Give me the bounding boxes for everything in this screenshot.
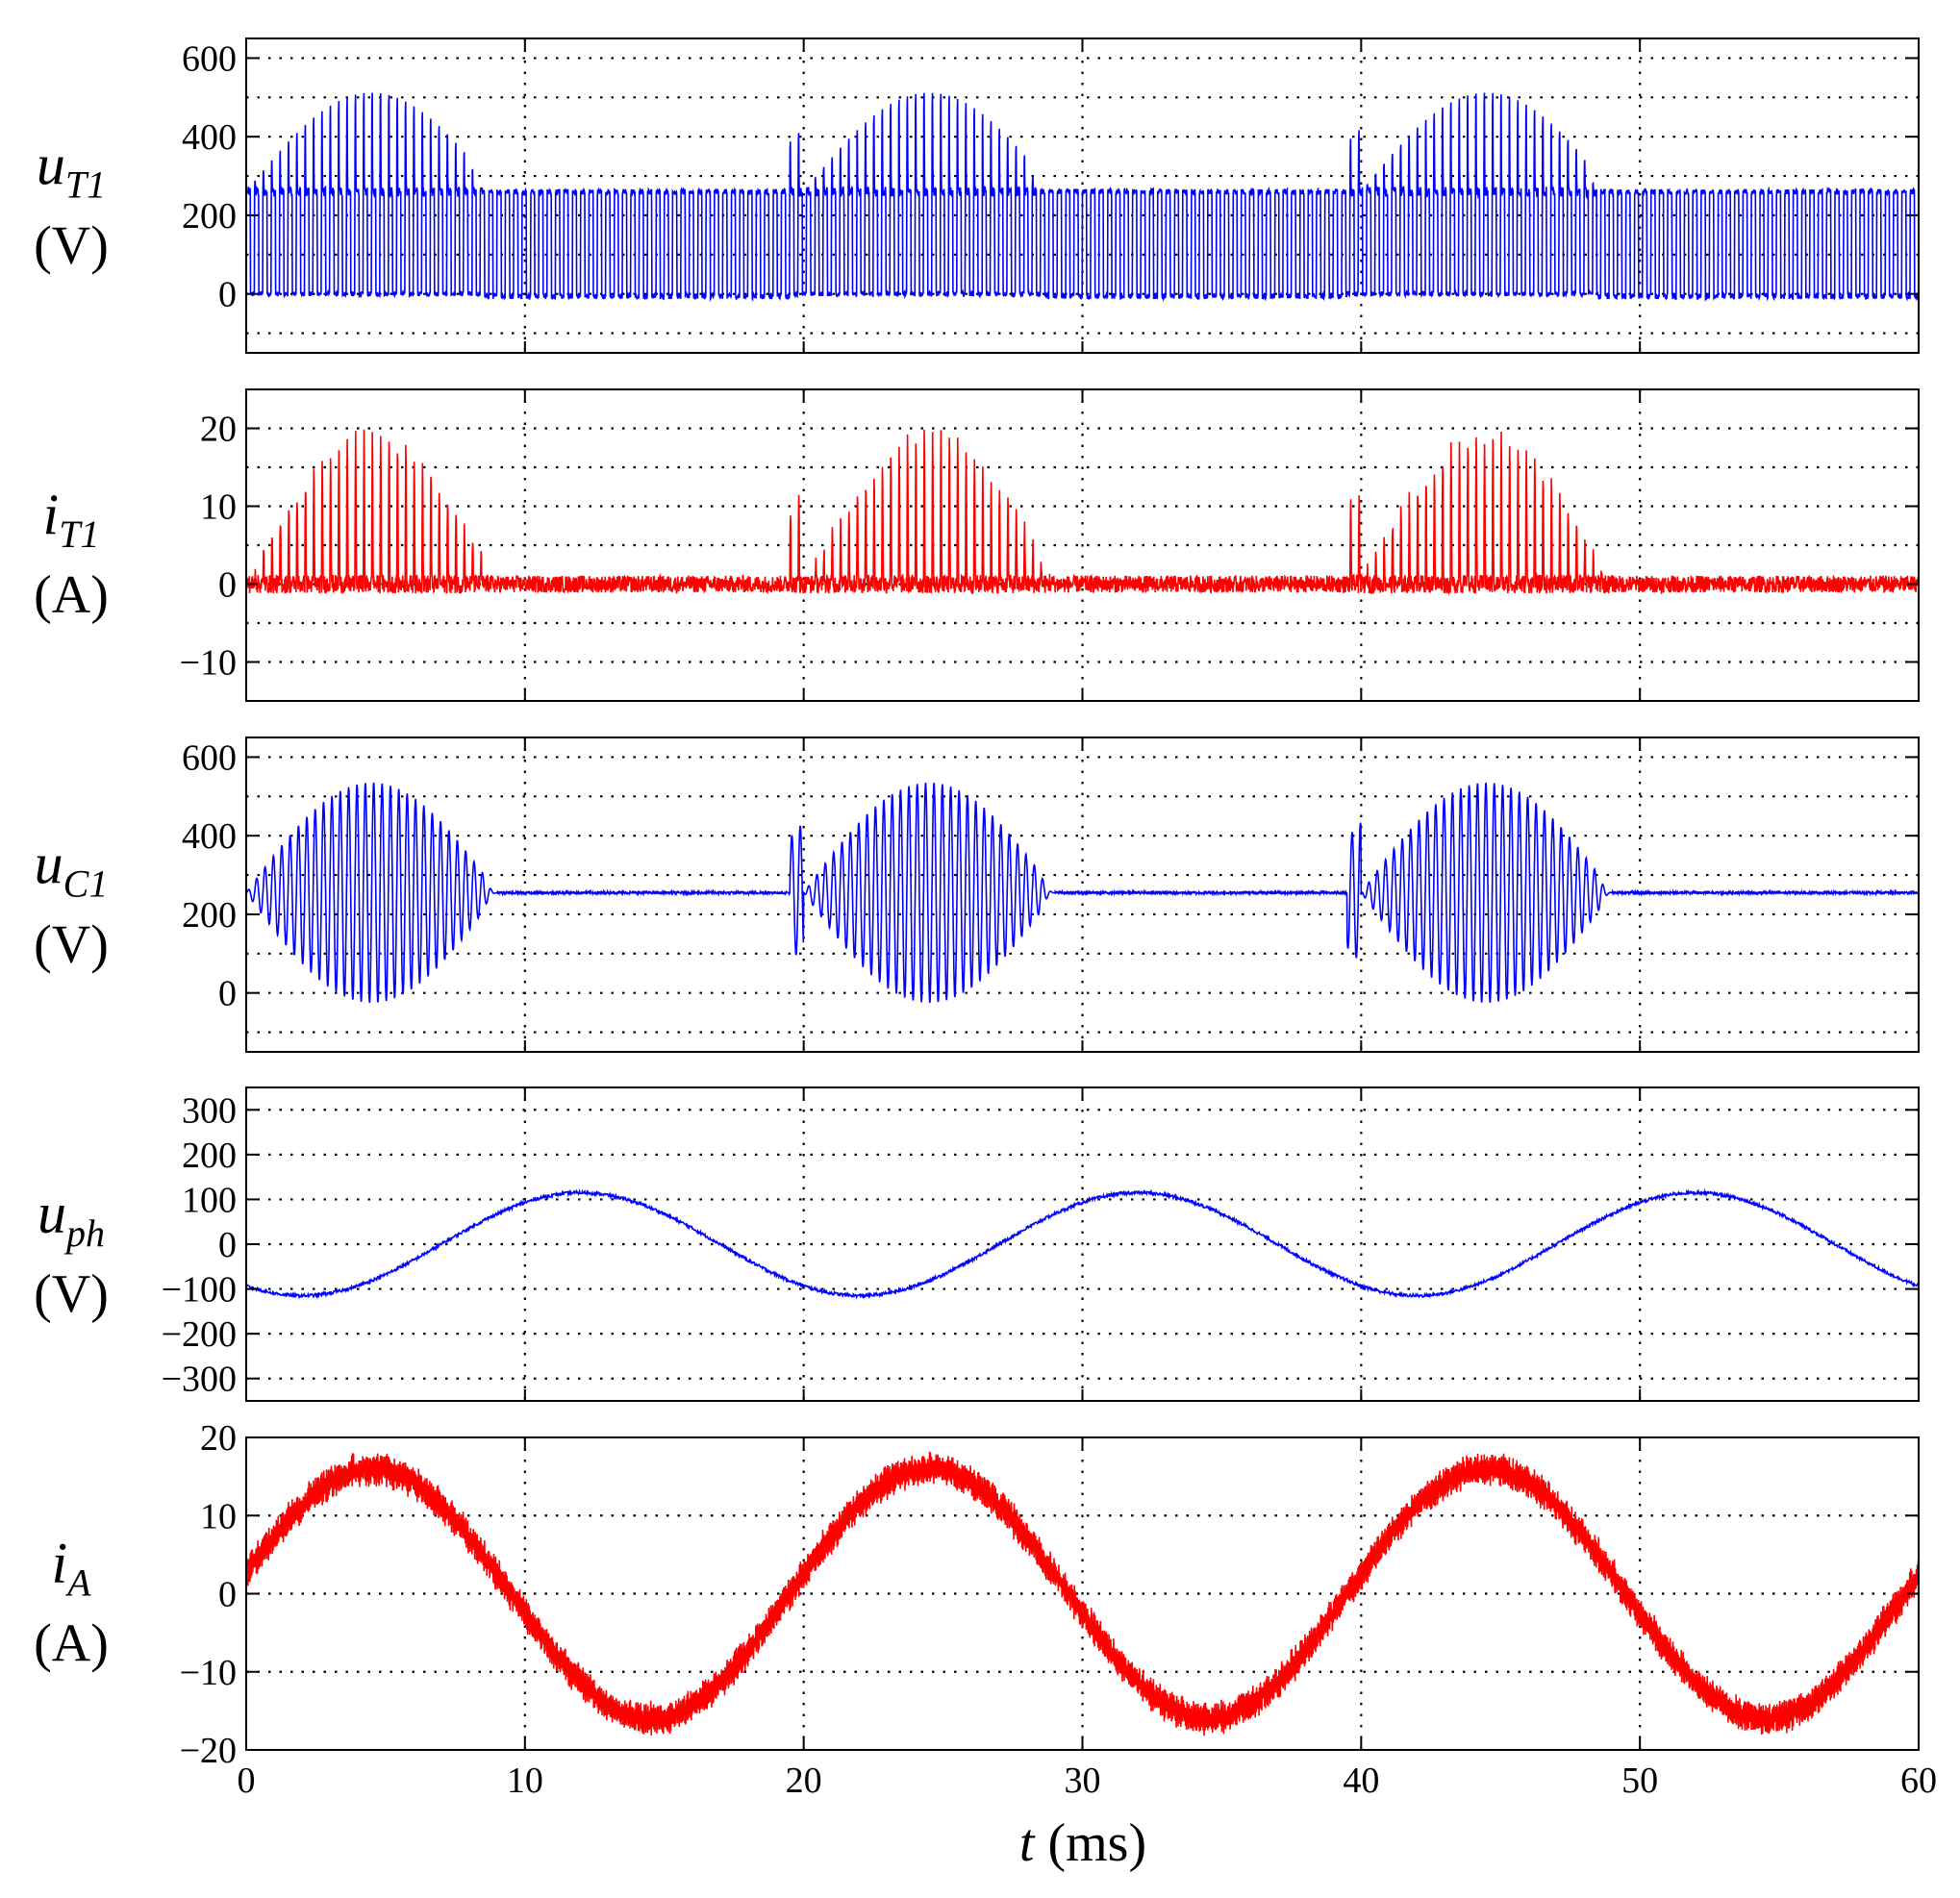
panel-uT1: 0 200 400 600 uT1 (V)	[34, 37, 1920, 354]
y-tick-label-iA: −10	[180, 1653, 237, 1693]
y-tick-label-uph: 200	[182, 1136, 237, 1176]
y-axis-label-uT1: uT1	[37, 134, 106, 207]
y-tick-label-iA: 0	[218, 1575, 237, 1615]
x-axis-label-unit: (ms)	[1047, 1813, 1146, 1873]
y-tick-label-uph: −200	[162, 1314, 237, 1355]
y-tick-label-uT1: 600	[182, 38, 237, 79]
y-tick-label-uph: −300	[162, 1360, 237, 1400]
x-tick-label: 50	[1621, 1761, 1658, 1801]
panel-uC1: 0 200 400 600 uC1 (V)	[34, 737, 1920, 1053]
y-tick-label-iA: −20	[180, 1731, 237, 1771]
y-axis-label-uph: uph	[38, 1182, 105, 1255]
y-tick-label-uC1: 600	[182, 737, 237, 778]
x-axis-label-var: t	[1019, 1813, 1036, 1873]
y-tick-label-uph: 300	[182, 1090, 237, 1131]
x-tick-label: 20	[786, 1761, 822, 1801]
y-tick-label-uT1: 400	[182, 117, 237, 158]
y-axis-unit-uT1: (V)	[34, 216, 109, 276]
y-tick-label-iT1: 20	[200, 410, 237, 450]
y-axis-unit-uph: (V)	[34, 1264, 109, 1324]
x-tick-label: 10	[507, 1761, 543, 1801]
x-tick-label: 60	[1900, 1761, 1937, 1801]
x-tick-label: 40	[1343, 1761, 1379, 1801]
y-axis-unit-uC1: (V)	[34, 915, 109, 975]
y-axis-label-uC1: uC1	[35, 833, 109, 906]
y-axis-label-iT1: iT1	[43, 483, 100, 556]
series-line-iA	[246, 1451, 1919, 1736]
panel-iA: −20 −10 0 10 20 iA (A)	[34, 1418, 1920, 1771]
y-tick-label-iT1: −10	[180, 643, 237, 684]
y-tick-label-iA: 20	[200, 1418, 237, 1459]
series-line-uT1	[246, 92, 1919, 302]
y-tick-label-uph: −100	[162, 1270, 237, 1311]
series-line-uC1	[246, 782, 1919, 1003]
y-tick-label-uph: 0	[218, 1225, 237, 1265]
y-tick-label-uT1: 200	[182, 196, 237, 237]
x-tick-label: 30	[1065, 1761, 1101, 1801]
panel-iT1: −10 0 10 20 iT1 (A)	[34, 388, 1920, 702]
series-line-iT1	[246, 429, 1919, 596]
y-tick-label-iA: 10	[200, 1496, 237, 1536]
y-tick-label-uC1: 400	[182, 816, 237, 857]
y-axis-unit-iT1: (A)	[34, 565, 109, 625]
y-tick-label-uC1: 200	[182, 895, 237, 936]
series-line-uph	[246, 1187, 1919, 1300]
x-tick-label: 0	[238, 1761, 256, 1801]
panels: 0200400600uT1(V)−1001020iT1(A)0200400600…	[34, 37, 1937, 1801]
y-tick-label-uC1: 0	[218, 974, 237, 1014]
y-tick-label-uT1: 0	[218, 275, 237, 315]
y-tick-label-iT1: 0	[218, 565, 237, 606]
y-axis-label-iA: iA	[51, 1532, 91, 1605]
x-axis-label: t (ms)	[1019, 1813, 1146, 1873]
y-tick-label-uph: 100	[182, 1180, 237, 1220]
y-axis-unit-iA: (A)	[34, 1614, 109, 1674]
y-tick-label-iT1: 10	[200, 487, 237, 528]
